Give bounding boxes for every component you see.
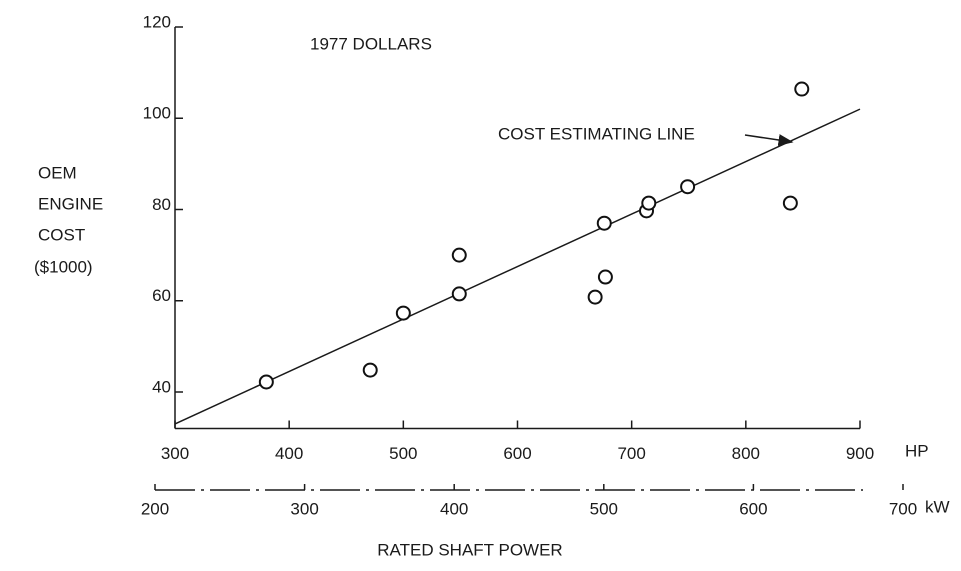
data-point [596,215,612,231]
y-tick-label: 80 [152,195,171,214]
y-axis-label: ($1000) [34,257,93,276]
annotation-arrow [744,134,794,146]
x-tick-label: 300 [161,444,189,463]
y-axis-label: ENGINE [38,194,103,213]
x-tick-label: 700 [617,444,645,463]
cost-estimating-line [174,108,861,425]
y-tick-label: 100 [143,104,171,123]
y-tick-label: 40 [152,377,171,396]
x-tick-label: 900 [846,444,874,463]
x-tick-label: 400 [275,444,303,463]
data-point [451,247,467,263]
x2-tick-label: 700 [889,499,917,518]
x-tick-label: 600 [503,444,531,463]
x2-tick-label: 400 [440,499,468,518]
data-point [641,195,657,211]
y-axis-label: OEM [38,163,77,182]
x-tick-label: 800 [732,444,760,463]
x2-tick-label: 500 [590,499,618,518]
y-axis-label: COST [38,225,85,244]
annotation: COST ESTIMATING LINE [498,124,695,143]
chart-title: 1977 DOLLARS [310,34,432,53]
y-tick-label: 120 [143,12,171,31]
data-point [680,179,696,195]
data-point [362,362,378,378]
y-tick-label: 60 [152,286,171,305]
x2-tick-label: 300 [290,499,318,518]
x2-tick-label: 200 [141,499,169,518]
x2-unit: kW [925,497,950,516]
x2-tick-label: 600 [739,499,767,518]
data-point [782,195,798,211]
x-axis-label: RATED SHAFT POWER [377,540,562,559]
data-point [451,286,467,302]
data-point [794,81,810,97]
x-unit: HP [905,441,929,460]
data-point [395,305,411,321]
x-tick-label: 500 [389,444,417,463]
data-point [258,374,274,390]
data-point [587,289,603,305]
data-point [597,269,613,285]
